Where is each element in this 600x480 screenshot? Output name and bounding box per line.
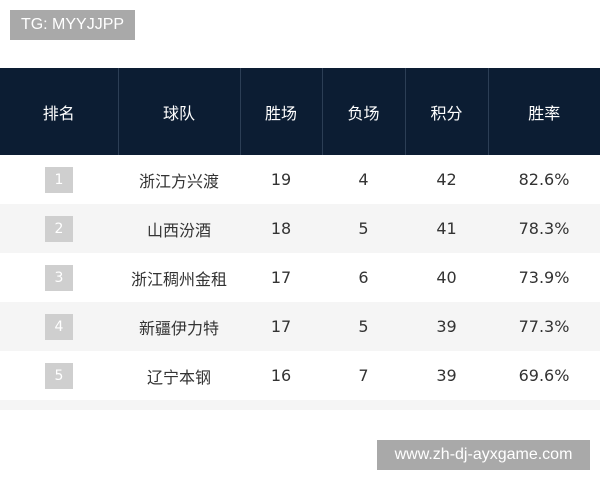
table-row: 1 浙江方兴渡 19 4 42 82.6% <box>0 155 600 204</box>
table-row: 3 浙江稠州金租 17 6 40 73.9% <box>0 253 600 302</box>
cell-rank: 6 <box>0 400 118 410</box>
cell-team: 辽宁本钢 <box>146 367 211 387</box>
cell-wins: 17 <box>270 268 292 287</box>
cell-wins: 16 <box>270 366 292 385</box>
cell-losses: 4 <box>358 170 369 189</box>
cell-wins: 19 <box>270 170 292 189</box>
cell-points: 39 <box>405 302 488 351</box>
table-row: 2 山西汾酒 18 5 41 78.3% <box>0 204 600 253</box>
header-win-rate: 胜率 <box>488 68 600 155</box>
cell-team: 浙江方兴渡 <box>138 171 219 191</box>
header-losses: 负场 <box>322 68 406 155</box>
cell-losses: 6 <box>358 268 369 287</box>
rank-badge: 1 <box>45 166 73 193</box>
cell-wins: 16 <box>240 400 322 410</box>
header-points: 积分 <box>405 68 489 155</box>
header-team: 球队 <box>118 68 241 155</box>
cell-win-rate: 73.9% <box>518 268 570 287</box>
table-row: 5 辽宁本钢 16 7 39 69.6% <box>0 351 600 400</box>
watermark-bottom: www.zh-dj-ayxgame.com <box>377 440 590 470</box>
standings-table: 排名 球队 胜场 负场 积分 胜率 1 浙江方兴渡 19 4 42 82.6% 2 山西汾酒 1… <box>0 68 600 410</box>
rank-badge: 5 <box>45 362 73 389</box>
header-row: 排名 球队 胜场 负场 积分 胜率 <box>0 68 600 155</box>
cell-losses: 7 <box>358 366 369 385</box>
rank-badge: 3 <box>45 264 73 291</box>
cell-losses: 7 <box>322 400 405 410</box>
cell-win-rate: 69.6% <box>518 366 570 385</box>
table-row: 4 新疆伊力特 17 5 39 77.3% <box>0 302 600 351</box>
standings-table-container: 排名 球队 胜场 负场 积分 胜率 1 浙江方兴渡 19 4 42 82.6% 2 山西汾酒 1… <box>0 68 600 410</box>
cell-points: 41 <box>405 204 488 253</box>
cell-points: 39 <box>405 400 488 410</box>
header-wins: 胜场 <box>240 68 323 155</box>
table-row: 6山东高速1673969.6% <box>0 400 600 410</box>
cell-rank: 3 <box>0 253 118 302</box>
cell-losses: 5 <box>322 302 405 351</box>
cell-rank: 1 <box>0 155 118 204</box>
cell-team: 山西汾酒 <box>118 204 240 253</box>
cell-team: 山东高速 <box>118 400 240 410</box>
cell-points: 39 <box>436 366 457 385</box>
cell-points: 40 <box>436 268 457 287</box>
cell-team: 新疆伊力特 <box>118 302 240 351</box>
cell-rank: 5 <box>0 351 118 400</box>
cell-rank: 4 <box>0 302 118 351</box>
cell-win-rate: 77.3% <box>488 302 600 351</box>
cell-win-rate: 82.6% <box>518 170 570 189</box>
cell-losses: 5 <box>322 204 405 253</box>
cell-wins: 18 <box>240 204 322 253</box>
watermark-top: TG: MYYJJPP <box>10 10 135 40</box>
cell-win-rate: 78.3% <box>488 204 600 253</box>
cell-win-rate: 69.6% <box>488 400 600 410</box>
cell-wins: 17 <box>240 302 322 351</box>
cell-team: 浙江稠州金租 <box>130 269 227 289</box>
cell-rank: 2 <box>0 204 118 253</box>
cell-points: 42 <box>436 170 457 189</box>
rank-badge: 2 <box>45 215 73 242</box>
header-rank: 排名 <box>0 68 119 155</box>
rank-badge: 4 <box>45 313 73 340</box>
